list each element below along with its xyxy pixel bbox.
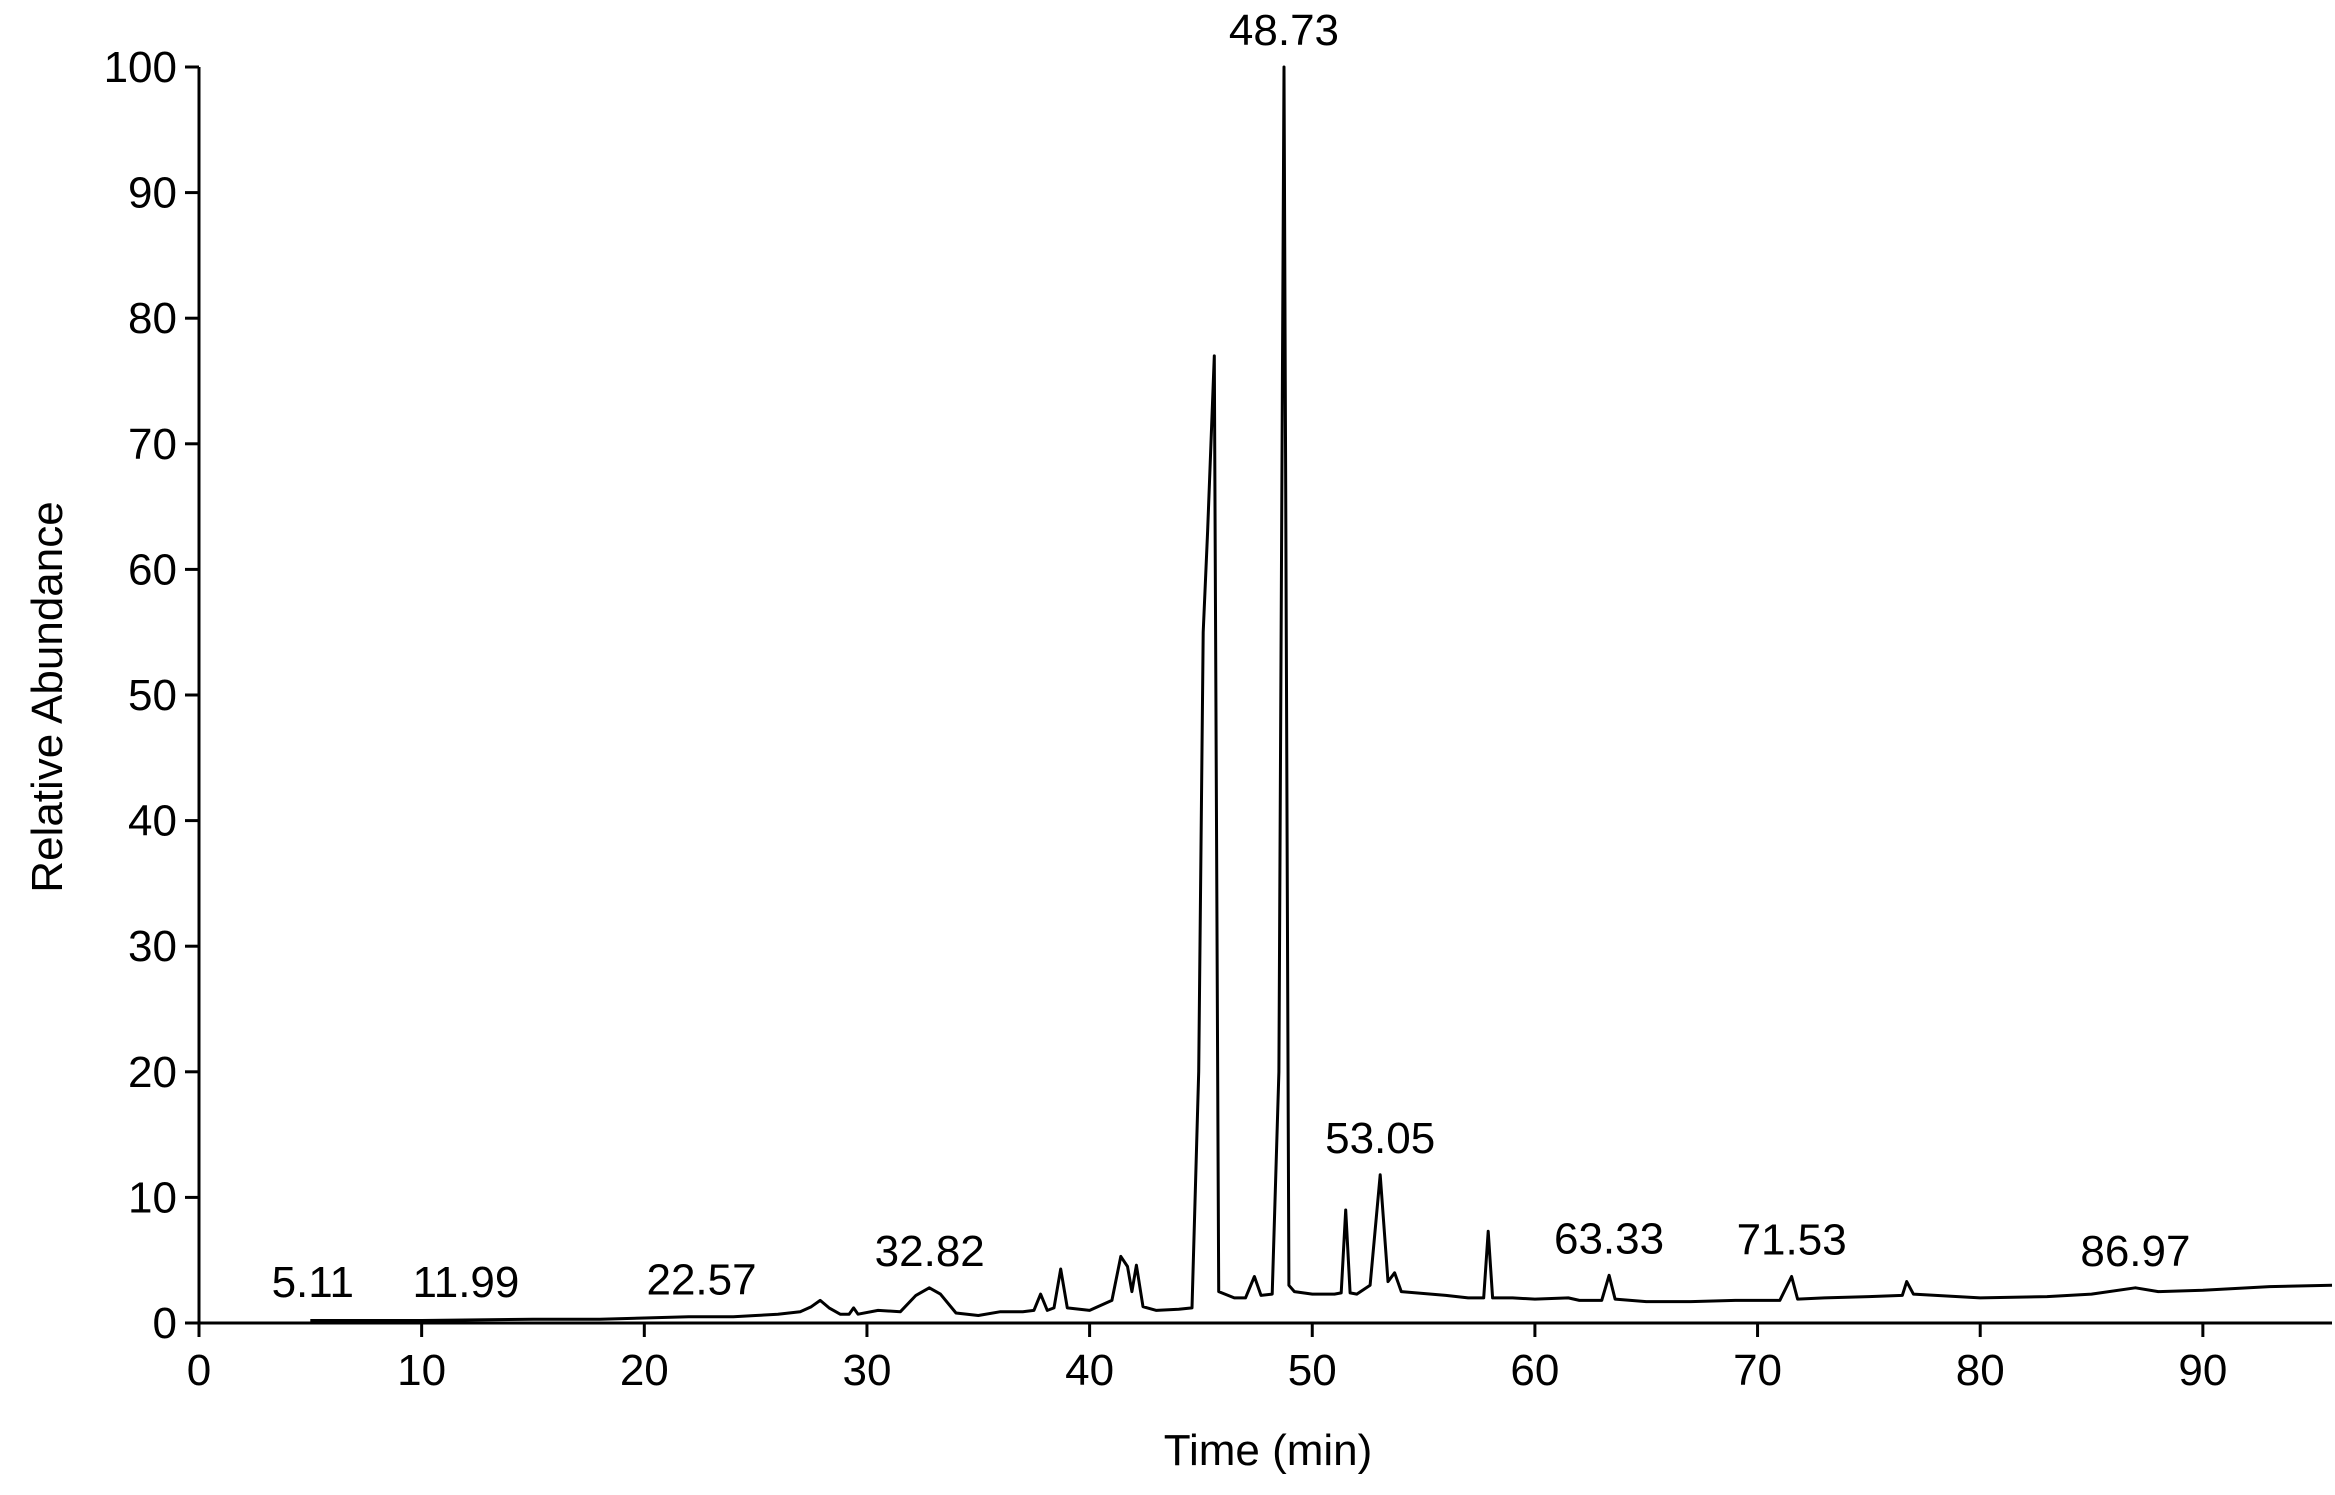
x-tick-label: 40 [1065, 1346, 1114, 1395]
peak-label: 53.05 [1325, 1114, 1435, 1163]
y-tick-label: 30 [128, 922, 177, 971]
peak-label: 86.97 [2080, 1227, 2190, 1276]
peak-label: 22.57 [646, 1256, 756, 1305]
x-tick-label: 50 [1288, 1346, 1337, 1395]
x-tick-label: 10 [397, 1346, 446, 1395]
x-axis-label: Time (min) [1164, 1426, 1373, 1475]
peak-label: 71.53 [1737, 1216, 1847, 1265]
y-tick-label: 40 [128, 797, 177, 846]
y-tick-label: 60 [128, 545, 177, 594]
peak-label: 5.11 [272, 1258, 354, 1307]
y-axis-label: Relative Abundance [23, 501, 72, 892]
x-tick-label: 80 [1956, 1346, 2005, 1395]
y-tick-label: 80 [128, 294, 177, 343]
y-tick-label: 90 [128, 169, 177, 218]
x-tick-label: 60 [1510, 1346, 1559, 1395]
y-tick-label: 70 [128, 420, 177, 469]
x-tick-label: 30 [842, 1346, 891, 1395]
x-tick-label: 90 [2178, 1346, 2227, 1395]
y-tick-label: 50 [128, 671, 177, 720]
trace-line [310, 65, 2333, 1322]
x-tick-label: 20 [620, 1346, 669, 1395]
x-tick-label: 0 [187, 1346, 211, 1395]
peak-label: 32.82 [875, 1227, 985, 1276]
y-tick-label: 100 [104, 43, 177, 92]
peak-label: 63.33 [1554, 1214, 1664, 1263]
y-tick-label: 10 [128, 1173, 177, 1222]
peak-label: 48.73 [1229, 6, 1339, 55]
y-tick-label: 0 [153, 1299, 177, 1348]
y-tick-label: 20 [128, 1048, 177, 1097]
peak-label: 11.99 [413, 1258, 520, 1307]
x-tick-label: 70 [1733, 1346, 1782, 1395]
